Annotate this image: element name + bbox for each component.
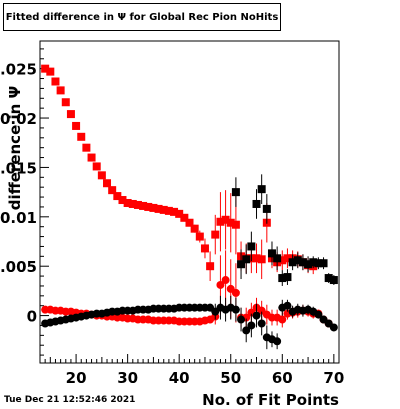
x-axis-label: No. of Fit Points bbox=[202, 391, 339, 409]
data-point bbox=[82, 143, 91, 152]
data-point bbox=[103, 179, 112, 188]
data-point bbox=[139, 201, 148, 210]
data-point bbox=[206, 262, 215, 271]
data-point bbox=[309, 258, 318, 267]
data-point bbox=[257, 185, 266, 194]
data-point bbox=[195, 232, 204, 241]
data-point bbox=[87, 153, 96, 162]
data-point bbox=[273, 337, 282, 346]
data-point bbox=[324, 274, 333, 283]
data-point bbox=[170, 207, 179, 216]
data-point bbox=[247, 321, 256, 330]
data-point bbox=[252, 311, 261, 320]
series-4 bbox=[41, 295, 338, 350]
x-tick-label: 50 bbox=[220, 369, 241, 387]
data-point bbox=[92, 162, 101, 171]
data-point bbox=[314, 259, 323, 268]
x-tick-label: 20 bbox=[66, 369, 87, 387]
data-point bbox=[329, 323, 338, 332]
data-point bbox=[211, 230, 220, 239]
y-tick-label: 0.02 bbox=[0, 110, 37, 128]
data-point bbox=[144, 202, 153, 211]
data-point bbox=[283, 301, 292, 310]
y-tick-label: 0.025 bbox=[0, 61, 37, 79]
data-point bbox=[175, 209, 184, 218]
data-point bbox=[288, 258, 297, 267]
data-point bbox=[221, 276, 230, 285]
data-point bbox=[278, 274, 287, 283]
data-point bbox=[133, 200, 142, 209]
tick-labels: 20 30 40 50 60 70 0 0.005 0.01 0.015 0.02 0.025 bbox=[0, 61, 344, 387]
data-layer bbox=[41, 64, 338, 350]
timestamp: Tue Dec 21 12:52:46 2021 bbox=[4, 395, 136, 405]
y-tick-label: 0.01 bbox=[0, 209, 37, 227]
data-point bbox=[329, 276, 338, 285]
chart-title: Fitted difference in Ψ for Global Rec Pi… bbox=[3, 3, 281, 31]
axis-ticks bbox=[40, 48, 335, 363]
data-point bbox=[231, 288, 240, 297]
data-point bbox=[66, 110, 75, 119]
data-point bbox=[123, 198, 132, 207]
data-point bbox=[314, 310, 323, 319]
data-point bbox=[154, 204, 163, 213]
y-tick-label: 0 bbox=[27, 308, 37, 326]
data-point bbox=[108, 186, 117, 195]
series-2 bbox=[231, 174, 338, 286]
x-tick-label: 70 bbox=[323, 369, 344, 387]
data-point bbox=[252, 199, 261, 208]
x-tick-label: 40 bbox=[169, 369, 190, 387]
data-point bbox=[298, 258, 307, 267]
data-point bbox=[190, 224, 199, 233]
data-point bbox=[283, 273, 292, 282]
data-point bbox=[185, 218, 194, 227]
data-point bbox=[97, 171, 106, 180]
data-point bbox=[77, 132, 86, 141]
data-point bbox=[159, 205, 168, 214]
data-point bbox=[226, 218, 235, 227]
y-tick-label: 0.005 bbox=[0, 258, 37, 276]
data-point bbox=[231, 305, 240, 314]
data-point bbox=[200, 244, 209, 253]
y-tick-label: 0.015 bbox=[0, 159, 37, 177]
data-point bbox=[180, 213, 189, 222]
data-point bbox=[231, 220, 240, 229]
x-tick-label: 30 bbox=[117, 369, 138, 387]
data-point bbox=[237, 260, 246, 269]
data-point bbox=[278, 256, 287, 265]
data-point bbox=[216, 217, 225, 226]
data-point bbox=[164, 206, 173, 215]
data-point bbox=[61, 98, 70, 107]
data-point bbox=[216, 280, 225, 289]
data-point bbox=[242, 255, 251, 264]
data-point bbox=[252, 254, 261, 263]
data-point bbox=[257, 319, 266, 328]
data-point bbox=[242, 326, 251, 335]
data-point bbox=[56, 86, 65, 95]
data-point bbox=[319, 259, 328, 268]
data-point bbox=[128, 199, 137, 208]
data-point bbox=[267, 249, 276, 258]
data-point bbox=[231, 188, 240, 197]
data-point bbox=[304, 260, 313, 269]
data-point bbox=[118, 196, 127, 205]
data-point bbox=[113, 192, 122, 201]
data-point bbox=[46, 67, 55, 76]
data-point bbox=[237, 315, 246, 324]
data-point bbox=[283, 254, 292, 263]
data-point bbox=[51, 77, 60, 86]
data-point bbox=[221, 215, 230, 224]
data-point bbox=[247, 242, 256, 251]
x-tick-label: 60 bbox=[272, 369, 293, 387]
data-point bbox=[262, 204, 271, 213]
data-point bbox=[72, 121, 81, 130]
data-point bbox=[41, 64, 50, 73]
y-axis-label: difference in Ψ bbox=[6, 86, 24, 211]
data-point bbox=[273, 254, 282, 263]
series-1 bbox=[41, 64, 318, 282]
data-point bbox=[149, 203, 158, 212]
data-point bbox=[293, 256, 302, 265]
data-point bbox=[278, 315, 287, 324]
data-point bbox=[257, 255, 266, 264]
